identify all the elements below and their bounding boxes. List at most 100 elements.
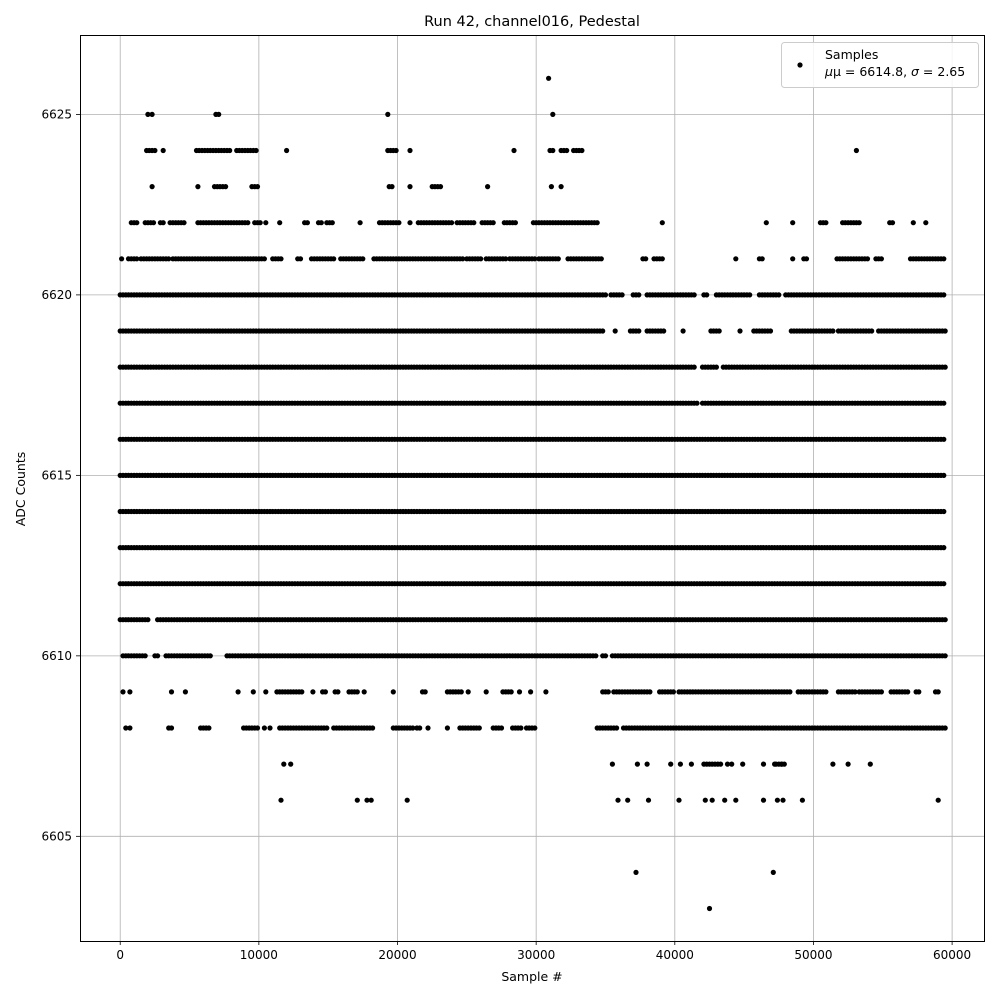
data-point bbox=[677, 761, 684, 767]
data-point bbox=[668, 761, 674, 767]
data-point bbox=[335, 689, 341, 695]
data-point bbox=[763, 220, 769, 226]
data-point bbox=[706, 905, 713, 912]
data-point bbox=[361, 689, 367, 695]
x-axis-label: Sample # bbox=[501, 969, 562, 984]
data-point bbox=[661, 328, 667, 334]
y-tick-label: 6610 bbox=[41, 649, 72, 663]
data-point bbox=[360, 256, 366, 262]
x-tick-label: 0 bbox=[116, 948, 124, 962]
data-point bbox=[422, 689, 428, 695]
data-point bbox=[354, 689, 360, 695]
data-point bbox=[602, 653, 609, 659]
data-point bbox=[235, 689, 241, 695]
data-point bbox=[830, 328, 836, 334]
y-tick-label: 6605 bbox=[41, 829, 72, 843]
data-point bbox=[288, 761, 294, 767]
x-tick-label: 40000 bbox=[656, 948, 694, 962]
data-point bbox=[145, 111, 151, 117]
x-tick-label: 60000 bbox=[933, 948, 971, 962]
data-point bbox=[670, 689, 677, 695]
x-tick-label: 30000 bbox=[517, 948, 555, 962]
data-point bbox=[659, 220, 665, 226]
data-point bbox=[485, 184, 491, 190]
data-point bbox=[364, 797, 370, 803]
data-point bbox=[142, 653, 148, 659]
data-point bbox=[867, 761, 873, 767]
data-point bbox=[181, 220, 187, 226]
data-point bbox=[716, 328, 722, 334]
data-point bbox=[941, 545, 947, 551]
data-point bbox=[548, 184, 555, 190]
data-point bbox=[324, 725, 330, 731]
data-point bbox=[206, 725, 212, 731]
data-point bbox=[543, 689, 549, 695]
data-point bbox=[160, 147, 166, 154]
data-point bbox=[600, 328, 606, 334]
data-point bbox=[942, 328, 948, 334]
data-point bbox=[370, 725, 376, 731]
data-point bbox=[869, 328, 875, 334]
data-point bbox=[747, 292, 753, 298]
data-point bbox=[910, 220, 916, 226]
data-point bbox=[878, 256, 885, 262]
data-point bbox=[516, 689, 523, 695]
data-point bbox=[645, 797, 652, 803]
data-point bbox=[498, 725, 505, 731]
data-point bbox=[134, 220, 140, 226]
data-point bbox=[329, 220, 335, 226]
data-point bbox=[503, 256, 509, 262]
data-point bbox=[449, 220, 455, 226]
data-point bbox=[625, 797, 631, 803]
data-point bbox=[119, 256, 125, 262]
data-point bbox=[166, 256, 172, 262]
data-point bbox=[729, 761, 735, 767]
axis-ticks: 0 10000 20000 30000 40000 50000 60000 6605 6610 6… bbox=[41, 107, 971, 962]
data-point bbox=[935, 689, 941, 695]
grid bbox=[80, 35, 984, 941]
data-point bbox=[263, 689, 269, 695]
data-point bbox=[602, 292, 609, 298]
data-point bbox=[644, 761, 650, 767]
data-point bbox=[550, 147, 556, 154]
data-point bbox=[483, 689, 489, 695]
legend-stats-mu-value: μ = 6614.8, bbox=[833, 64, 911, 79]
x-tick-label: 20000 bbox=[378, 948, 416, 962]
data-point bbox=[787, 689, 793, 695]
data-point bbox=[145, 617, 151, 623]
data-point bbox=[612, 328, 618, 334]
data-point bbox=[127, 725, 133, 731]
data-point bbox=[155, 653, 161, 659]
data-point bbox=[195, 184, 201, 190]
data-point bbox=[605, 689, 611, 695]
chart-title: Run 42, channel016, Pedestal bbox=[424, 14, 640, 30]
y-axis-label: ADC Counts bbox=[13, 452, 28, 527]
data-point bbox=[528, 689, 534, 695]
data-point bbox=[546, 75, 552, 81]
data-point bbox=[490, 220, 496, 226]
data-point bbox=[941, 400, 947, 406]
legend-stats-sigma-value: = 2.65 bbox=[919, 64, 965, 79]
legend: Samples μμ = 6614.8, σ = 2.65 bbox=[781, 42, 979, 88]
data-point bbox=[823, 689, 829, 695]
data-point bbox=[318, 220, 324, 226]
data-point bbox=[354, 797, 360, 803]
data-point bbox=[508, 689, 514, 695]
data-point bbox=[852, 689, 858, 695]
data-point bbox=[297, 256, 304, 262]
data-point bbox=[776, 292, 782, 298]
data-point bbox=[718, 761, 724, 767]
data-point bbox=[691, 364, 697, 370]
data-point bbox=[168, 725, 175, 731]
data-point bbox=[357, 220, 363, 226]
data-point bbox=[845, 761, 851, 767]
data-point bbox=[299, 689, 305, 695]
data-point bbox=[643, 256, 649, 262]
data-point bbox=[253, 147, 259, 154]
data-point bbox=[647, 689, 653, 695]
data-point bbox=[691, 292, 697, 298]
data-point bbox=[120, 689, 126, 695]
data-point bbox=[923, 220, 929, 226]
data-point bbox=[799, 797, 806, 803]
